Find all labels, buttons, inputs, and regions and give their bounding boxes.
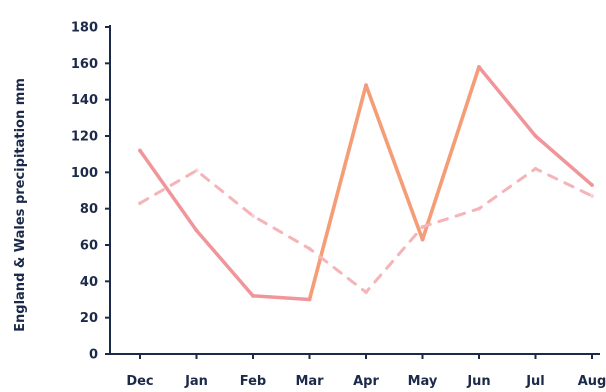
- data-point-dashed: [590, 193, 594, 198]
- y-axis-label: England & Wales precipitation mm: [13, 78, 28, 332]
- data-point-dashed: [477, 206, 481, 211]
- data-point-dashed: [364, 290, 368, 295]
- data-point-solid: [590, 183, 594, 188]
- data-point-solid: [533, 134, 538, 138]
- x-tick-label: Jul: [525, 374, 545, 389]
- y-tick-label: 60: [80, 239, 98, 254]
- plot-area: 0 20 40 60 80 100 120 140 160 180 Dec Jan Feb Mar Apr M…: [71, 21, 606, 390]
- y-tick-label: 40: [80, 275, 98, 290]
- x-tick-label: Dec: [126, 374, 153, 389]
- data-point-solid: [194, 228, 199, 233]
- y-tick-label: 160: [71, 57, 98, 72]
- series-line-dashed: [138, 167, 594, 294]
- y-tick-label: 100: [71, 166, 98, 181]
- data-point-solid: [364, 83, 368, 88]
- data-point-dashed: [194, 168, 199, 173]
- y-tick-label: 140: [71, 93, 98, 108]
- y-tick-label: 0: [89, 348, 98, 363]
- data-point-solid: [138, 148, 142, 153]
- x-tick-label: Apr: [353, 374, 379, 389]
- data-point-dashed: [307, 246, 312, 251]
- y-tick-label: 20: [80, 311, 98, 326]
- data-point-solid: [477, 64, 481, 69]
- data-point-dashed: [251, 213, 255, 218]
- data-point-solid: [420, 237, 425, 242]
- x-tick-label: Jun: [466, 374, 490, 389]
- series-line-solid: [138, 65, 594, 302]
- y-tick-label: 180: [71, 21, 98, 36]
- data-point-solid: [307, 297, 312, 302]
- x-tick-label: May: [408, 374, 438, 389]
- series-highlight-segment: [307, 65, 481, 302]
- y-tick-label: 120: [71, 130, 98, 145]
- x-tick-label: Mar: [295, 374, 324, 389]
- data-point-dashed: [138, 201, 142, 206]
- data-point-solid: [251, 293, 255, 298]
- data-point-dashed: [420, 224, 425, 229]
- x-tick-label: Aug: [578, 374, 606, 389]
- x-tick-label: Jan: [184, 374, 208, 389]
- y-tick-label: 80: [80, 202, 98, 217]
- data-point-dashed: [533, 166, 538, 171]
- x-tick-label: Feb: [240, 374, 266, 389]
